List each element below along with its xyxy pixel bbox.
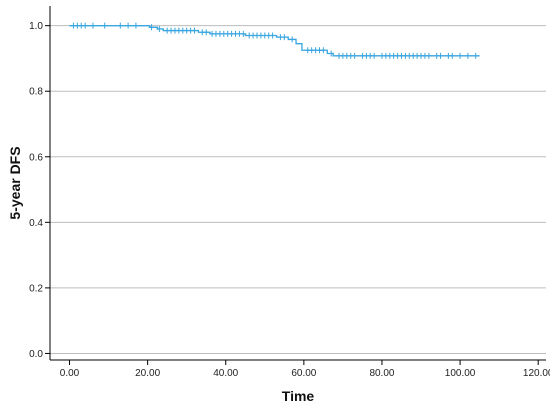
plot-area: [69, 22, 480, 59]
censor-mark: [203, 29, 210, 36]
x-tick-label: 20.00: [135, 368, 160, 379]
censor-mark: [132, 22, 139, 29]
x-tick-label: 40.00: [213, 368, 238, 379]
censor-mark: [289, 36, 296, 43]
censor-mark: [464, 52, 471, 59]
y-tick-label: 0.0: [29, 349, 43, 360]
censor-mark: [472, 52, 479, 59]
censor-mark: [351, 52, 358, 59]
y-tick-label: 0.4: [29, 218, 43, 229]
y-tick-label: 1.0: [29, 21, 43, 32]
censor-mark: [191, 27, 198, 34]
x-tick-label: 100.00: [445, 368, 476, 379]
x-tick-label: 60.00: [291, 368, 316, 379]
censor-mark: [320, 47, 327, 54]
x-axis-title: Time: [282, 388, 315, 404]
censor-mark: [457, 52, 464, 59]
x-tick-label: 120.00: [523, 368, 550, 379]
x-ticks: 0.00 20.00 40.00 60.00 80.00 100.00 120.00: [60, 360, 550, 379]
y-tick-label: 0.6: [29, 152, 43, 163]
censor-mark: [82, 22, 89, 29]
y-ticks: 0.0 0.2 0.4 0.6 0.8 1.0: [29, 21, 50, 360]
axes: [49, 6, 546, 361]
gridlines: [50, 25, 546, 354]
y-axis-title: 5-year DFS: [7, 146, 23, 219]
censor-mark: [269, 32, 276, 39]
survival-curve: [69, 25, 480, 57]
y-tick-label: 0.8: [29, 87, 43, 98]
censor-mark: [281, 34, 288, 41]
x-tick-label: 0.00: [60, 368, 80, 379]
censor-mark: [101, 22, 108, 29]
censor-mark: [425, 52, 432, 59]
censor-mark: [125, 22, 132, 29]
censor-mark: [156, 25, 163, 32]
censor-mark: [89, 22, 96, 29]
x-tick-label: 80.00: [369, 368, 394, 379]
censor-mark: [437, 52, 444, 59]
censor-mark: [117, 22, 124, 29]
censor-mark: [148, 24, 155, 31]
censor-mark: [371, 52, 378, 59]
censor-mark: [240, 30, 247, 37]
censor-mark: [328, 50, 335, 57]
y-tick-label: 0.2: [29, 283, 43, 294]
censor-mark: [449, 52, 456, 59]
